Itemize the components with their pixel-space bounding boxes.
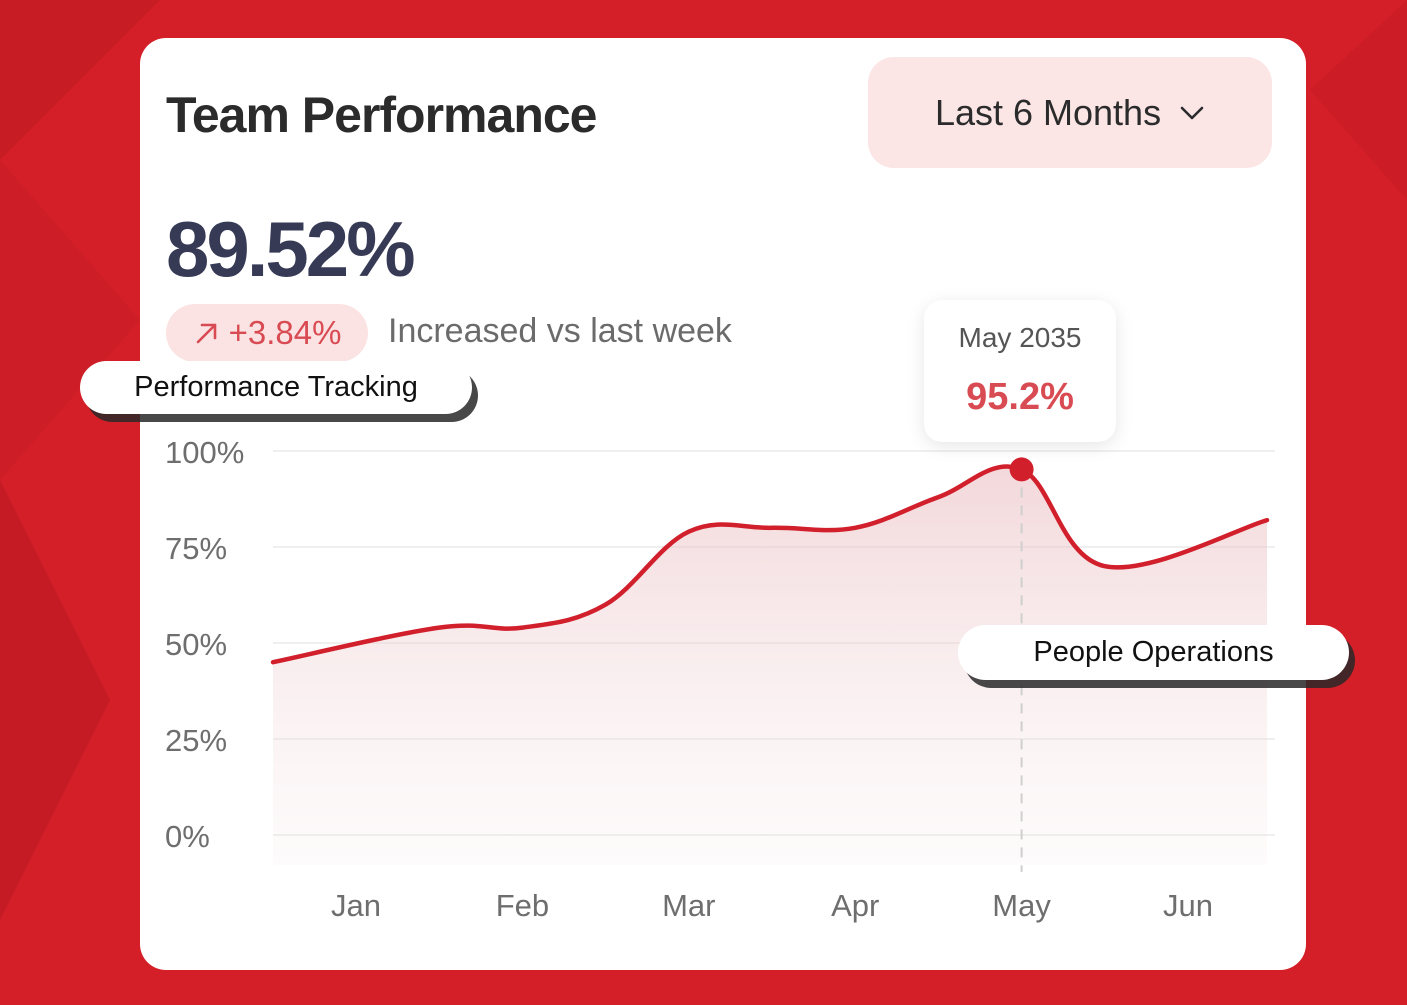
date-range-dropdown[interactable]: Last 6 Months [868, 57, 1272, 168]
chevron-down-icon [1180, 106, 1204, 119]
x-tick-label: Mar [662, 888, 715, 923]
x-tick-label: Feb [496, 888, 549, 923]
date-range-label: Last 6 Months [934, 91, 1162, 133]
tooltip-label: May 2035 [958, 322, 1082, 353]
change-value: +3.84% [228, 314, 342, 351]
chart-tooltip: May 2035 95.2% [924, 300, 1116, 442]
arrow-up-right-icon [196, 323, 216, 344]
performance-tracking-tag: Performance Tracking [80, 361, 472, 414]
y-tick-label: 0% [165, 819, 210, 854]
y-tick-label: 50% [165, 627, 227, 662]
performance-value: 89.52% [166, 205, 416, 293]
change-note: Increased vs last week [388, 312, 732, 350]
x-tick-label: Apr [831, 888, 879, 923]
change-badge: +3.84% [166, 304, 368, 362]
x-tick-label: Jan [331, 888, 381, 923]
highlight-point[interactable] [1009, 457, 1034, 482]
x-tick-label: May [992, 888, 1051, 923]
tooltip-value: 95.2% [966, 376, 1074, 418]
series-line [270, 464, 1270, 665]
y-tick-label: 75% [165, 531, 227, 566]
people-operations-tag: People Operations [958, 625, 1349, 680]
series-area [273, 466, 1267, 865]
x-tick-label: Jun [1163, 888, 1213, 923]
y-tick-label: 25% [165, 723, 227, 758]
card-title: Team Performance [166, 87, 597, 143]
y-tick-label: 100% [165, 435, 244, 470]
